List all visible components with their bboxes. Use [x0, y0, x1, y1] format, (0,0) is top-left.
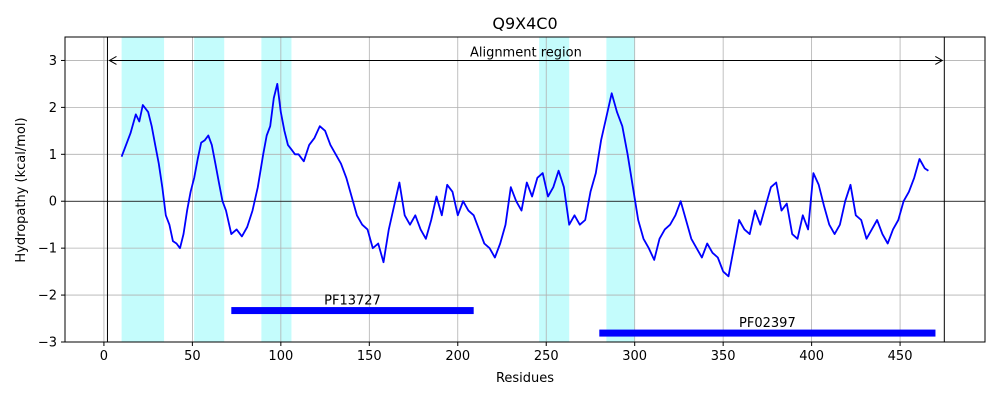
y-tick-label: 2 — [49, 101, 57, 116]
hydrophobic-region — [606, 37, 635, 342]
x-tick-label: 100 — [268, 349, 293, 364]
y-tick-label: 3 — [49, 54, 57, 69]
x-tick-label: 450 — [888, 349, 913, 364]
y-tick-label: −2 — [38, 289, 57, 304]
chart-title: Q9X4C0 — [492, 14, 557, 33]
domain-label-pf02397: PF02397 — [739, 316, 796, 331]
x-tick-label: 50 — [184, 349, 201, 364]
x-tick-label: 400 — [799, 349, 824, 364]
y-tick-label: −1 — [38, 242, 57, 257]
x-tick-label: 250 — [534, 349, 559, 364]
x-tick-label: 150 — [357, 349, 382, 364]
x-tick-label: 350 — [711, 349, 736, 364]
x-tick-label: 300 — [622, 349, 647, 364]
hydropathy-series-line — [120, 83, 929, 278]
hydrophobic-region — [121, 37, 165, 342]
x-axis-ticks: 0 50 100 150 200 250 300 350 400 450 — [100, 342, 913, 364]
plot-frame — [64, 36, 986, 343]
domain-bar-pf13727 — [231, 307, 474, 315]
domain-bar-pf02397 — [599, 329, 936, 337]
alignment-arrow-right-head — [935, 56, 944, 65]
y-tick-label: 0 — [49, 195, 57, 210]
alignment-region: Alignment region — [106, 37, 945, 342]
x-tick-label: 0 — [100, 349, 108, 364]
y-axis-label: Hydropathy (kcal/mol) — [14, 117, 29, 262]
domain-label-pf13727: PF13727 — [324, 294, 381, 309]
alignment-region-label: Alignment region — [470, 45, 582, 60]
y-tick-label: 1 — [49, 148, 57, 163]
y-tick-label: −3 — [38, 336, 57, 351]
alignment-arrow-left-head — [108, 56, 117, 65]
hydrophobic-region — [194, 37, 225, 342]
x-tick-label: 200 — [445, 349, 470, 364]
domain-bars: PF13727 PF02397 — [231, 294, 936, 337]
hydrophobic-region — [261, 37, 292, 342]
x-axis-label: Residues — [496, 371, 554, 386]
hydrophobic-regions — [121, 37, 635, 342]
y-axis-ticks: −3 −2 −1 0 1 2 3 — [38, 54, 65, 351]
